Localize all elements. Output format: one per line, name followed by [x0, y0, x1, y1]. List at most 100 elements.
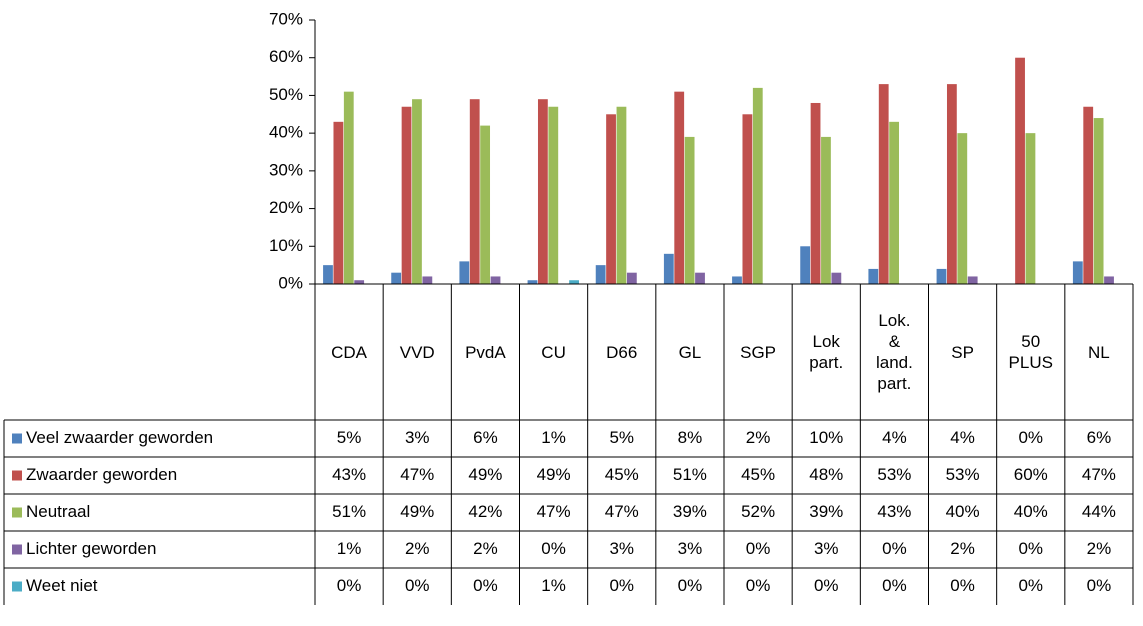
data-label: 0% — [337, 576, 362, 595]
legend-marker — [12, 433, 22, 444]
bar — [821, 136, 831, 284]
bar — [674, 91, 685, 285]
bar — [889, 121, 900, 284]
bar — [684, 136, 695, 284]
data-label: 49% — [537, 465, 571, 484]
data-label: 0% — [1018, 576, 1043, 595]
data-label: 2% — [1087, 539, 1112, 558]
x-tick-label: PvdA — [465, 342, 506, 362]
bar — [333, 121, 344, 284]
y-tick-label: 10% — [269, 236, 303, 255]
y-tick-label: 40% — [269, 123, 303, 142]
x-tick-label: SP — [951, 342, 974, 362]
x-tick-label: 50 PLUS — [1008, 332, 1053, 372]
bar — [946, 84, 957, 284]
data-label: 0% — [1087, 576, 1112, 595]
y-tick-label: 60% — [269, 47, 303, 66]
bar — [412, 99, 422, 284]
x-tick-label: GL — [678, 342, 702, 362]
data-label: 47% — [400, 465, 434, 484]
bar — [343, 91, 354, 285]
data-label: 1% — [337, 539, 362, 558]
data-label: 3% — [609, 539, 634, 558]
data-label: 47% — [537, 502, 571, 521]
data-label: 40% — [946, 502, 980, 521]
data-label: 40% — [1014, 502, 1048, 521]
data-label: 0% — [746, 576, 771, 595]
legend-marker — [12, 507, 22, 518]
data-label: 5% — [609, 428, 634, 447]
data-label: 52% — [741, 502, 775, 521]
data-label: 53% — [946, 465, 980, 484]
legend-marker — [12, 581, 22, 592]
data-label: 51% — [673, 465, 707, 484]
legend-marker — [12, 544, 22, 555]
data-label: 0% — [609, 576, 634, 595]
data-label: 39% — [809, 502, 843, 521]
legend-label: Zwaarder geworden — [26, 465, 177, 484]
data-label: 10% — [809, 428, 843, 447]
bar — [732, 276, 742, 284]
data-label: 44% — [1082, 502, 1116, 521]
bar — [868, 268, 879, 284]
data-label: 39% — [673, 502, 707, 521]
bar — [1025, 133, 1036, 284]
data-label: 47% — [605, 502, 639, 521]
data-label: 0% — [1018, 428, 1043, 447]
bar — [595, 265, 606, 284]
data-label: 0% — [1018, 539, 1043, 558]
data-label: 1% — [541, 576, 566, 595]
bar — [967, 276, 978, 284]
bar — [569, 280, 579, 284]
legend-label: Neutraal — [26, 502, 90, 521]
data-label: 4% — [882, 428, 907, 447]
bar — [401, 106, 412, 284]
bar — [422, 276, 433, 284]
bar — [548, 106, 559, 284]
legend-label: Weet niet — [26, 576, 98, 595]
y-tick-label: 70% — [269, 9, 303, 28]
bar — [1083, 106, 1094, 284]
data-label: 0% — [882, 539, 907, 558]
x-tick-label: CU — [541, 342, 566, 362]
bar — [1104, 276, 1114, 284]
bar — [490, 276, 501, 284]
bar — [1015, 57, 1025, 284]
x-tick-label: NL — [1088, 342, 1110, 362]
data-label: 2% — [746, 428, 771, 447]
data-label: 0% — [882, 576, 907, 595]
bar — [323, 265, 333, 284]
x-tick-label: Lok. & land. part. — [875, 311, 913, 393]
bar — [527, 280, 538, 284]
data-label: 0% — [541, 539, 566, 558]
data-label: 51% — [332, 502, 366, 521]
data-label: 0% — [814, 576, 839, 595]
bar — [878, 84, 889, 284]
bar — [663, 253, 674, 284]
data-label: 3% — [678, 539, 703, 558]
data-label: 0% — [473, 576, 498, 595]
data-label: 8% — [678, 428, 703, 447]
bar — [626, 272, 637, 284]
bar — [459, 261, 470, 284]
data-label: 49% — [468, 465, 502, 484]
bar — [480, 125, 491, 284]
y-tick-label: 30% — [269, 160, 303, 179]
data-label: 49% — [400, 502, 434, 521]
bar — [695, 272, 705, 284]
data-label: 0% — [746, 539, 771, 558]
legend-label: Veel zwaarder geworden — [26, 428, 213, 447]
x-tick-label: VVD — [399, 342, 435, 362]
bar — [831, 272, 842, 284]
bar — [606, 114, 616, 285]
y-tick-label: 50% — [269, 85, 303, 104]
data-label: 43% — [877, 502, 911, 521]
legend-marker — [12, 470, 22, 481]
x-tick-label: SGP — [740, 342, 777, 362]
data-label: 2% — [473, 539, 498, 558]
data-label: 5% — [337, 428, 362, 447]
bar — [936, 268, 947, 284]
x-tick-label: D66 — [606, 342, 638, 362]
data-label: 43% — [332, 465, 366, 484]
